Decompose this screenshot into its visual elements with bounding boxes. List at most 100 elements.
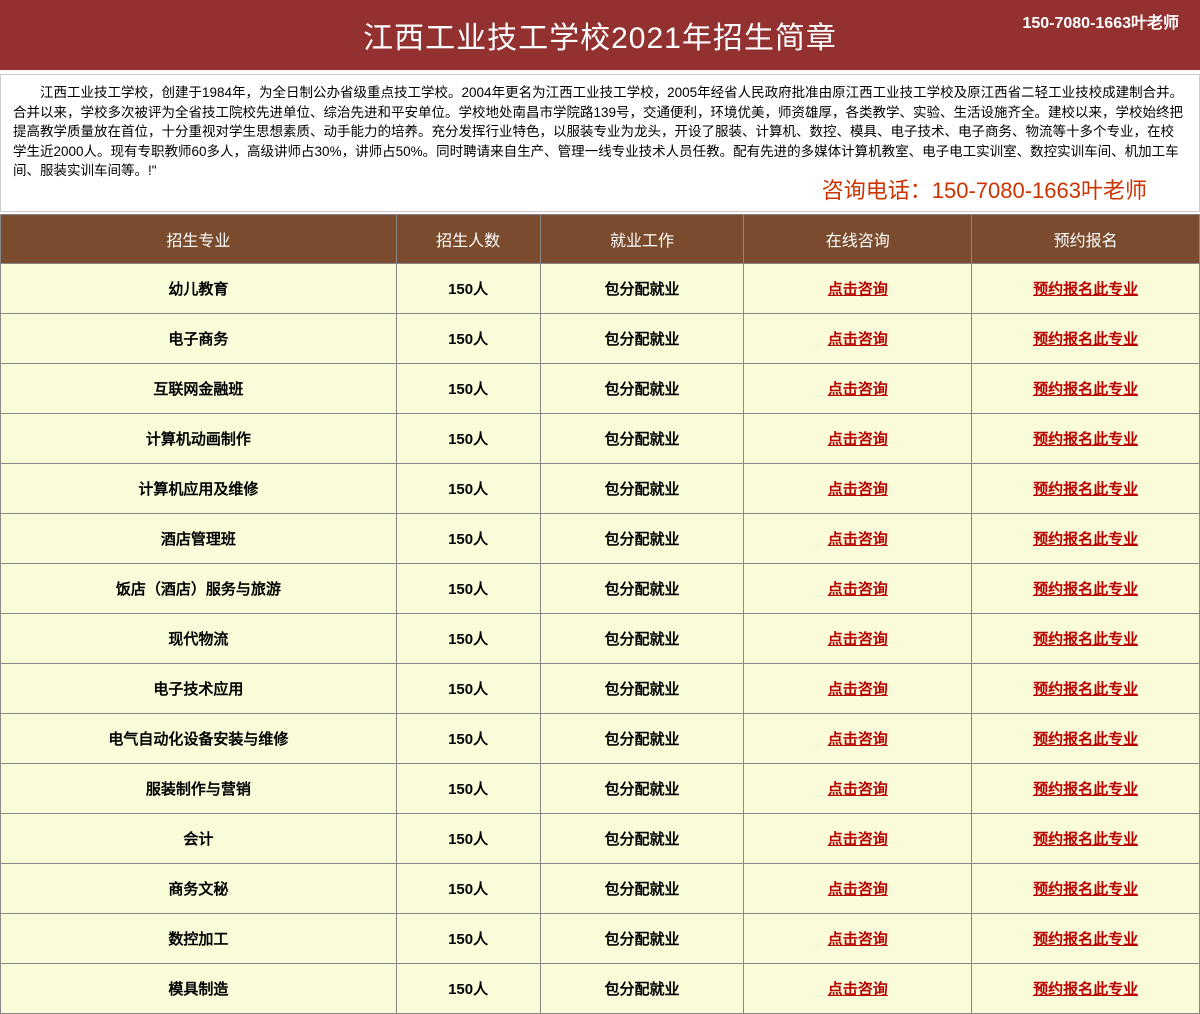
cell-apply: 预约报名此专业: [972, 563, 1200, 613]
cell-job: 包分配就业: [540, 813, 744, 863]
cell-apply: 预约报名此专业: [972, 963, 1200, 1013]
cell-consult: 点击咨询: [744, 563, 972, 613]
apply-link[interactable]: 预约报名此专业: [1033, 331, 1138, 348]
consult-link[interactable]: 点击咨询: [828, 481, 888, 498]
consult-phone: 咨询电话：150-7080-1663叶老师: [13, 175, 1187, 207]
header-banner: 江西工业技工学校2021年招生简章 150-7080-1663叶老师: [0, 0, 1200, 70]
cell-count: 150人: [396, 963, 540, 1013]
table-row: 酒店管理班150人包分配就业点击咨询预约报名此专业: [1, 513, 1200, 563]
cell-apply: 预约报名此专业: [972, 613, 1200, 663]
cell-consult: 点击咨询: [744, 763, 972, 813]
cell-count: 150人: [396, 463, 540, 513]
table-row: 数控加工150人包分配就业点击咨询预约报名此专业: [1, 913, 1200, 963]
table-row: 会计150人包分配就业点击咨询预约报名此专业: [1, 813, 1200, 863]
cell-count: 150人: [396, 863, 540, 913]
col-header-count: 招生人数: [396, 214, 540, 263]
consult-link[interactable]: 点击咨询: [828, 281, 888, 298]
table-header-row: 招生专业 招生人数 就业工作 在线咨询 预约报名: [1, 214, 1200, 263]
table-row: 幼儿教育150人包分配就业点击咨询预约报名此专业: [1, 263, 1200, 313]
cell-major: 商务文秘: [1, 863, 397, 913]
cell-apply: 预约报名此专业: [972, 363, 1200, 413]
cell-count: 150人: [396, 713, 540, 763]
consult-link[interactable]: 点击咨询: [828, 581, 888, 598]
cell-job: 包分配就业: [540, 513, 744, 563]
cell-job: 包分配就业: [540, 763, 744, 813]
table-row: 电子商务150人包分配就业点击咨询预约报名此专业: [1, 313, 1200, 363]
cell-apply: 预约报名此专业: [972, 913, 1200, 963]
cell-apply: 预约报名此专业: [972, 263, 1200, 313]
page-title: 江西工业技工学校2021年招生简章: [21, 13, 1179, 57]
apply-link[interactable]: 预约报名此专业: [1033, 481, 1138, 498]
consult-link[interactable]: 点击咨询: [828, 781, 888, 798]
cell-apply: 预约报名此专业: [972, 813, 1200, 863]
apply-link[interactable]: 预约报名此专业: [1033, 731, 1138, 748]
apply-link[interactable]: 预约报名此专业: [1033, 631, 1138, 648]
apply-link[interactable]: 预约报名此专业: [1033, 281, 1138, 298]
cell-count: 150人: [396, 513, 540, 563]
cell-major: 互联网金融班: [1, 363, 397, 413]
cell-consult: 点击咨询: [744, 913, 972, 963]
cell-consult: 点击咨询: [744, 413, 972, 463]
apply-link[interactable]: 预约报名此专业: [1033, 881, 1138, 898]
table-row: 计算机动画制作150人包分配就业点击咨询预约报名此专业: [1, 413, 1200, 463]
consult-link[interactable]: 点击咨询: [828, 381, 888, 398]
apply-link[interactable]: 预约报名此专业: [1033, 831, 1138, 848]
col-header-apply: 预约报名: [972, 214, 1200, 263]
cell-job: 包分配就业: [540, 413, 744, 463]
consult-link[interactable]: 点击咨询: [828, 931, 888, 948]
cell-major: 电子商务: [1, 313, 397, 363]
cell-major: 计算机应用及维修: [1, 463, 397, 513]
cell-major: 饭店（酒店）服务与旅游: [1, 563, 397, 613]
table-row: 计算机应用及维修150人包分配就业点击咨询预约报名此专业: [1, 463, 1200, 513]
cell-consult: 点击咨询: [744, 813, 972, 863]
cell-job: 包分配就业: [540, 363, 744, 413]
consult-link[interactable]: 点击咨询: [828, 881, 888, 898]
cell-major: 幼儿教育: [1, 263, 397, 313]
apply-link[interactable]: 预约报名此专业: [1033, 781, 1138, 798]
cell-count: 150人: [396, 613, 540, 663]
cell-apply: 预约报名此专业: [972, 763, 1200, 813]
cell-count: 150人: [396, 363, 540, 413]
intro-box: 江西工业技工学校，创建于1984年，为全日制公办省级重点技工学校。2004年更名…: [0, 74, 1200, 212]
cell-apply: 预约报名此专业: [972, 313, 1200, 363]
table-row: 模具制造150人包分配就业点击咨询预约报名此专业: [1, 963, 1200, 1013]
consult-link[interactable]: 点击咨询: [828, 631, 888, 648]
cell-major: 电气自动化设备安装与维修: [1, 713, 397, 763]
cell-job: 包分配就业: [540, 963, 744, 1013]
cell-count: 150人: [396, 663, 540, 713]
cell-major: 服装制作与营销: [1, 763, 397, 813]
apply-link[interactable]: 预约报名此专业: [1033, 381, 1138, 398]
cell-count: 150人: [396, 563, 540, 613]
cell-consult: 点击咨询: [744, 863, 972, 913]
apply-link[interactable]: 预约报名此专业: [1033, 981, 1138, 998]
cell-job: 包分配就业: [540, 563, 744, 613]
consult-link[interactable]: 点击咨询: [828, 731, 888, 748]
cell-job: 包分配就业: [540, 313, 744, 363]
cell-job: 包分配就业: [540, 263, 744, 313]
cell-apply: 预约报名此专业: [972, 463, 1200, 513]
consult-link[interactable]: 点击咨询: [828, 981, 888, 998]
cell-consult: 点击咨询: [744, 463, 972, 513]
apply-link[interactable]: 预约报名此专业: [1033, 581, 1138, 598]
majors-table: 招生专业 招生人数 就业工作 在线咨询 预约报名 幼儿教育150人包分配就业点击…: [0, 214, 1200, 1014]
cell-consult: 点击咨询: [744, 663, 972, 713]
table-row: 电气自动化设备安装与维修150人包分配就业点击咨询预约报名此专业: [1, 713, 1200, 763]
consult-link[interactable]: 点击咨询: [828, 531, 888, 548]
cell-consult: 点击咨询: [744, 613, 972, 663]
apply-link[interactable]: 预约报名此专业: [1033, 531, 1138, 548]
apply-link[interactable]: 预约报名此专业: [1033, 931, 1138, 948]
cell-job: 包分配就业: [540, 613, 744, 663]
col-header-major: 招生专业: [1, 214, 397, 263]
header-contact: 150-7080-1663叶老师: [1022, 9, 1179, 33]
apply-link[interactable]: 预约报名此专业: [1033, 681, 1138, 698]
cell-consult: 点击咨询: [744, 963, 972, 1013]
col-header-consult: 在线咨询: [744, 214, 972, 263]
cell-major: 现代物流: [1, 613, 397, 663]
consult-link[interactable]: 点击咨询: [828, 831, 888, 848]
apply-link[interactable]: 预约报名此专业: [1033, 431, 1138, 448]
consult-link[interactable]: 点击咨询: [828, 681, 888, 698]
consult-link[interactable]: 点击咨询: [828, 431, 888, 448]
table-row: 电子技术应用150人包分配就业点击咨询预约报名此专业: [1, 663, 1200, 713]
cell-count: 150人: [396, 813, 540, 863]
consult-link[interactable]: 点击咨询: [828, 331, 888, 348]
